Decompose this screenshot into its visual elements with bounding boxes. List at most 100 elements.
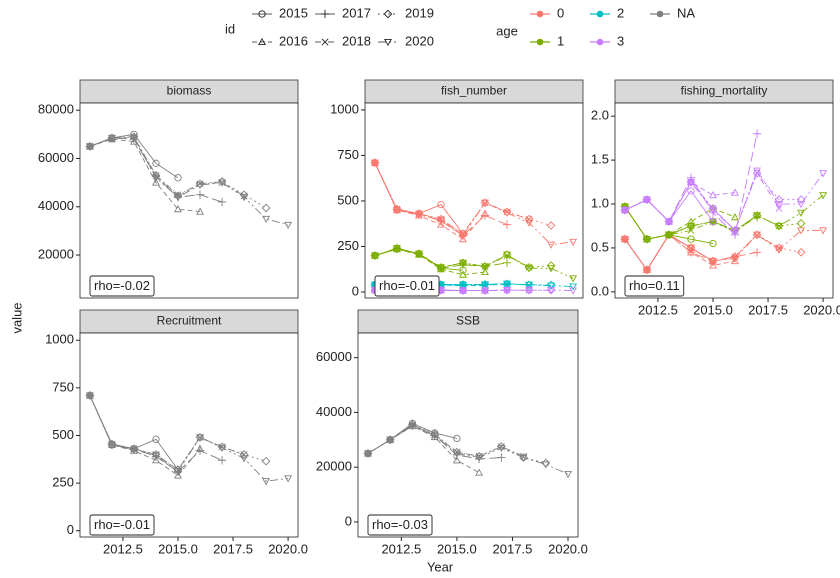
point [502, 220, 512, 229]
panel [357, 332, 579, 538]
point [547, 265, 556, 273]
series-line [367, 425, 480, 474]
point [519, 454, 528, 462]
point [408, 423, 417, 431]
y-axis-title: value [9, 302, 24, 333]
point [174, 174, 182, 182]
point [797, 201, 806, 209]
point [152, 159, 160, 167]
point [364, 450, 372, 458]
legend-label: 2019 [405, 5, 434, 20]
point [195, 446, 205, 455]
point [452, 450, 461, 458]
y-tick-label: 500 [52, 427, 74, 442]
point [475, 454, 484, 462]
point [686, 248, 696, 257]
annotation-box [89, 275, 155, 297]
x-tick-label: 2017.5 [748, 302, 788, 317]
point [392, 245, 401, 253]
point [541, 461, 550, 469]
point [709, 218, 717, 226]
point [196, 434, 204, 442]
point [569, 283, 578, 291]
point [775, 246, 784, 254]
point [686, 173, 696, 182]
point [752, 129, 762, 138]
point [239, 190, 249, 200]
series-line [624, 172, 780, 232]
x-tick-label: 2020.0 [803, 302, 840, 317]
annotation: rho=-0.02 [94, 278, 150, 293]
point [437, 264, 445, 272]
point [687, 235, 695, 243]
point [481, 281, 489, 289]
point [481, 263, 489, 271]
point [642, 236, 651, 244]
y-tick-label: 250 [52, 475, 74, 490]
facet-title: fish_number [441, 84, 507, 98]
point [284, 221, 293, 230]
point [569, 275, 578, 283]
x-tick-label: 2012.5 [638, 302, 678, 317]
point [525, 281, 534, 289]
series-line [624, 172, 802, 232]
legend-label: NA [677, 5, 695, 20]
point [497, 444, 506, 453]
point [240, 194, 249, 202]
point [753, 231, 761, 239]
series-line [374, 162, 552, 235]
panel [79, 102, 299, 299]
y-tick-label: 0 [67, 522, 74, 537]
x-tick-label: 2015.0 [693, 302, 733, 317]
legend-symbol [384, 38, 392, 47]
series-line [624, 229, 824, 271]
point [261, 203, 271, 213]
point [152, 435, 160, 443]
point [731, 255, 739, 263]
legend-symbol [536, 38, 544, 46]
point [437, 220, 445, 228]
y-tick-label: 0 [352, 283, 359, 298]
x-tick-label: 2012.5 [381, 541, 421, 556]
y-tick-label: 1.5 [591, 152, 609, 167]
point [481, 199, 489, 207]
y-tick-label: 0.5 [591, 239, 609, 254]
point [152, 452, 160, 460]
y-tick-label: 2.0 [591, 108, 609, 123]
point [731, 256, 739, 265]
x-tick-label: 2015.0 [437, 541, 477, 556]
y-tick-label: 20000 [316, 459, 352, 474]
point [620, 207, 629, 215]
point [174, 468, 182, 476]
legend-title: age [496, 23, 518, 38]
point [459, 281, 467, 289]
point [503, 209, 511, 217]
legend-label: 2018 [342, 33, 371, 48]
point [503, 287, 511, 295]
point [452, 456, 461, 464]
point [459, 287, 467, 295]
series-line [89, 137, 289, 226]
point [775, 204, 783, 212]
x-tick-label: 2012.5 [103, 541, 143, 556]
y-tick-label: 60000 [38, 150, 74, 165]
y-tick-label: 40000 [38, 198, 74, 213]
point [546, 221, 556, 230]
y-tick-label: 0.0 [591, 283, 609, 298]
annotation-box [374, 275, 440, 297]
facet-title: Recruitment [157, 314, 222, 328]
y-tick-label: 60000 [316, 349, 352, 364]
point [664, 218, 673, 226]
facet-title: biomass [167, 84, 212, 98]
point [687, 187, 695, 195]
y-tick-label: 0 [345, 513, 352, 528]
point [459, 259, 467, 267]
y-tick-label: 750 [337, 147, 359, 162]
point [752, 248, 762, 257]
point [174, 194, 182, 202]
point [503, 251, 511, 259]
point [481, 267, 489, 275]
point [620, 236, 629, 244]
point [392, 207, 401, 215]
point [502, 258, 512, 268]
